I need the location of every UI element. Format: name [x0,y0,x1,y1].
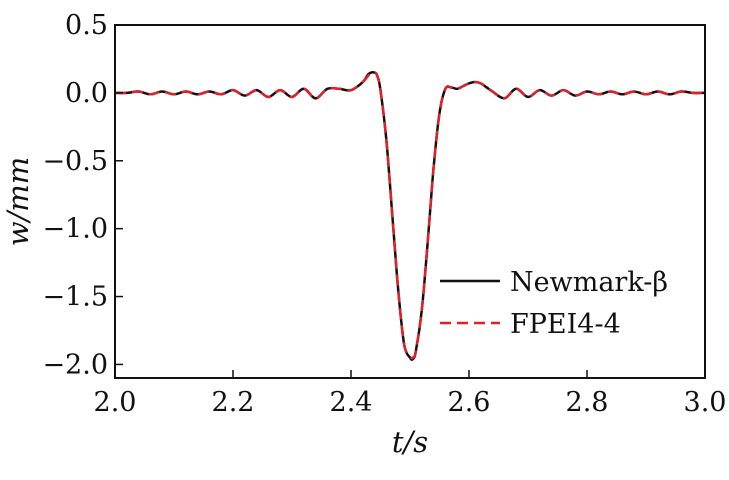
plot-frame [114,24,706,379]
x-tick-label: 2.2 [212,387,255,418]
legend-label-fpei: FPEI4-4 [510,309,621,340]
y-tick-label: −1.0 [42,214,108,245]
series-layer [114,71,706,361]
ticks-layer: 2.0 2.2 2.4 2.6 2.8 3.0 0.5 0.0 −0.5 −1.0 −1.5 −2.0 [42,10,726,418]
y-tick-label: 0.5 [65,10,108,41]
x-tick-label: 3.0 [684,387,727,418]
x-tick-label: 2.4 [330,387,373,418]
legend-label-newmark: Newmark-β [510,267,668,298]
y-tick-label: −2.0 [42,349,108,380]
y-tick-label: −0.5 [42,146,108,177]
legend: Newmark-β FPEI4-4 [440,267,668,340]
y-tick-label: −1.5 [42,282,108,313]
x-tick-label: 2.6 [448,387,491,418]
y-axis-title: w/mm [1,157,35,247]
x-tick-label: 2.0 [94,387,137,418]
x-tick-label: 2.8 [566,387,609,418]
y-tick-label: 0.0 [65,78,108,109]
x-axis-title: t/s [392,425,428,459]
series-line-fpei [114,71,706,360]
